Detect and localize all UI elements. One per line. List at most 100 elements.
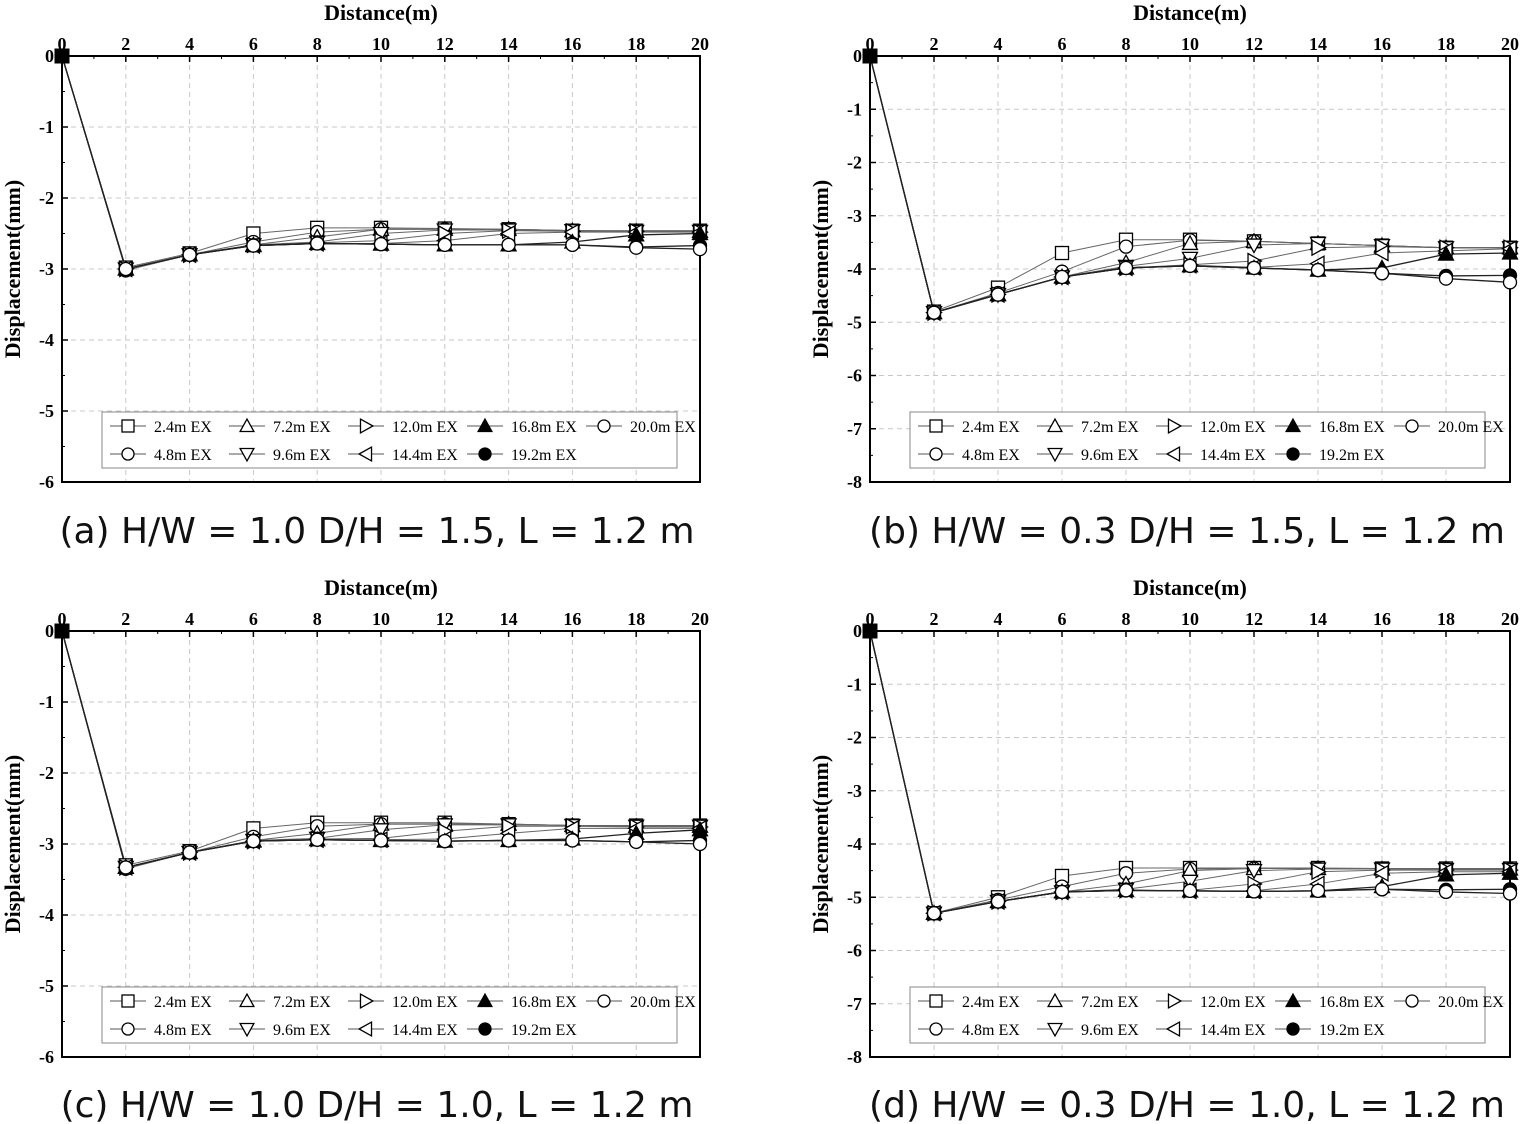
legend-marker <box>929 994 943 1008</box>
legend-marker <box>1286 1022 1300 1036</box>
legend-marker <box>238 417 256 433</box>
data-point <box>246 834 261 849</box>
legend-marker <box>1046 992 1064 1008</box>
x-tick-label: 8 <box>313 34 322 54</box>
legend-label: 2.4m EX <box>154 419 212 436</box>
legend-label: 9.6m EX <box>1081 447 1139 464</box>
x-tick-label: 8 <box>1122 34 1131 54</box>
legend-marker <box>597 994 611 1008</box>
legend-label: 16.8m EX <box>1319 994 1385 1011</box>
y-tick-label: -1 <box>39 117 54 137</box>
legend-label: 9.6m EX <box>273 1022 331 1039</box>
legend: 2.4m EX 7.2m EX 12.0m EX 16.8m EX 20.0m EX 4.… <box>101 986 696 1044</box>
y-tick-label: -2 <box>39 763 54 783</box>
x-tick-label: 2 <box>930 34 939 54</box>
legend-marker <box>478 447 492 461</box>
data-point <box>437 237 452 253</box>
x-tick-label: 20 <box>1501 609 1519 629</box>
x-tick-label: 0 <box>866 34 875 54</box>
legend-label: 19.2m EX <box>1319 1022 1385 1039</box>
data-point <box>692 836 708 852</box>
y-tick-label: -7 <box>847 419 862 439</box>
data-point <box>501 237 516 253</box>
legend-marker <box>238 1022 256 1038</box>
data-point <box>1181 874 1199 891</box>
y-tick-label: -5 <box>847 887 862 907</box>
y-tick-label: 0 <box>45 46 54 66</box>
x-tick-label: 10 <box>1181 609 1199 629</box>
y-tick-label: 0 <box>45 621 54 641</box>
data-point <box>182 247 197 262</box>
legend-marker <box>1046 417 1064 433</box>
data-point <box>310 832 325 847</box>
legend-label: 16.8m EX <box>511 994 577 1011</box>
legend-label: 2.4m EX <box>962 994 1020 1011</box>
legend-marker <box>1284 417 1302 433</box>
x-axis-title: Distance(m) <box>324 575 438 600</box>
legend-marker <box>357 445 373 463</box>
x-tick-label: 0 <box>866 609 875 629</box>
legend-label: 14.4m EX <box>1200 1022 1266 1039</box>
y-tick-label: -3 <box>847 781 862 801</box>
data-point <box>1054 884 1070 900</box>
x-tick-label: 8 <box>1122 609 1131 629</box>
y-tick-label: 0 <box>853 46 862 66</box>
data-point <box>373 236 389 252</box>
data-point <box>1054 245 1070 261</box>
legend-label: 14.4m EX <box>1200 447 1266 464</box>
x-axis-title: Distance(m) <box>1133 575 1247 600</box>
legend-marker <box>929 1022 943 1036</box>
data-point <box>629 240 644 255</box>
data-point <box>1311 863 1327 881</box>
y-tick-label: -1 <box>847 674 862 694</box>
x-tick-label: 10 <box>372 34 390 54</box>
origin-point <box>54 623 70 639</box>
x-tick-label: 16 <box>1373 609 1391 629</box>
x-tick-label: 14 <box>1309 609 1327 629</box>
x-tick-label: 18 <box>627 609 645 629</box>
y-tick-label: -6 <box>847 366 862 386</box>
data-point <box>1245 238 1263 254</box>
x-tick-label: 18 <box>627 34 645 54</box>
y-tick-label: -5 <box>39 976 54 996</box>
legend-marker <box>357 1020 373 1038</box>
legend-marker <box>1167 992 1183 1010</box>
legend-label: 16.8m EX <box>1319 419 1385 436</box>
data-point <box>1373 864 1389 882</box>
legend: 2.4m EX 7.2m EX 12.0m EX 16.8m EX 20.0m EX 4.… <box>101 411 696 469</box>
data-point <box>990 894 1006 909</box>
legend-marker <box>597 419 611 433</box>
data-point <box>1502 886 1518 901</box>
legend-label: 4.8m EX <box>154 1022 212 1039</box>
data-point <box>1438 271 1454 286</box>
legend-marker <box>478 1022 492 1036</box>
legend-box <box>101 986 678 1044</box>
data-point <box>501 833 516 848</box>
data-point <box>926 305 942 320</box>
legend-marker <box>1405 994 1419 1008</box>
y-tick-label: -2 <box>847 153 862 173</box>
data-point <box>1182 258 1198 273</box>
data-point <box>1310 883 1326 899</box>
legend-marker <box>359 992 375 1010</box>
x-tick-label: 6 <box>249 609 258 629</box>
x-tick-label: 20 <box>691 609 709 629</box>
x-axis-title: Distance(m) <box>324 0 438 25</box>
x-axis-title: Distance(m) <box>1133 0 1247 25</box>
legend-marker <box>1165 1020 1181 1038</box>
y-axis-title: Displacement(mm) <box>0 180 25 358</box>
legend-label: 4.8m EX <box>154 447 212 464</box>
data-point <box>1374 266 1390 281</box>
legend-label: 14.4m EX <box>392 1022 458 1039</box>
x-tick-label: 0 <box>58 34 67 54</box>
data-point <box>372 823 390 839</box>
x-tick-label: 0 <box>58 609 67 629</box>
data-point <box>373 833 389 848</box>
series-markers <box>54 48 709 278</box>
data-point <box>1118 883 1134 898</box>
legend-label: 12.0m EX <box>1200 419 1266 436</box>
legend-marker <box>929 419 943 433</box>
y-tick-label: -3 <box>39 834 54 854</box>
x-tick-label: 20 <box>691 34 709 54</box>
